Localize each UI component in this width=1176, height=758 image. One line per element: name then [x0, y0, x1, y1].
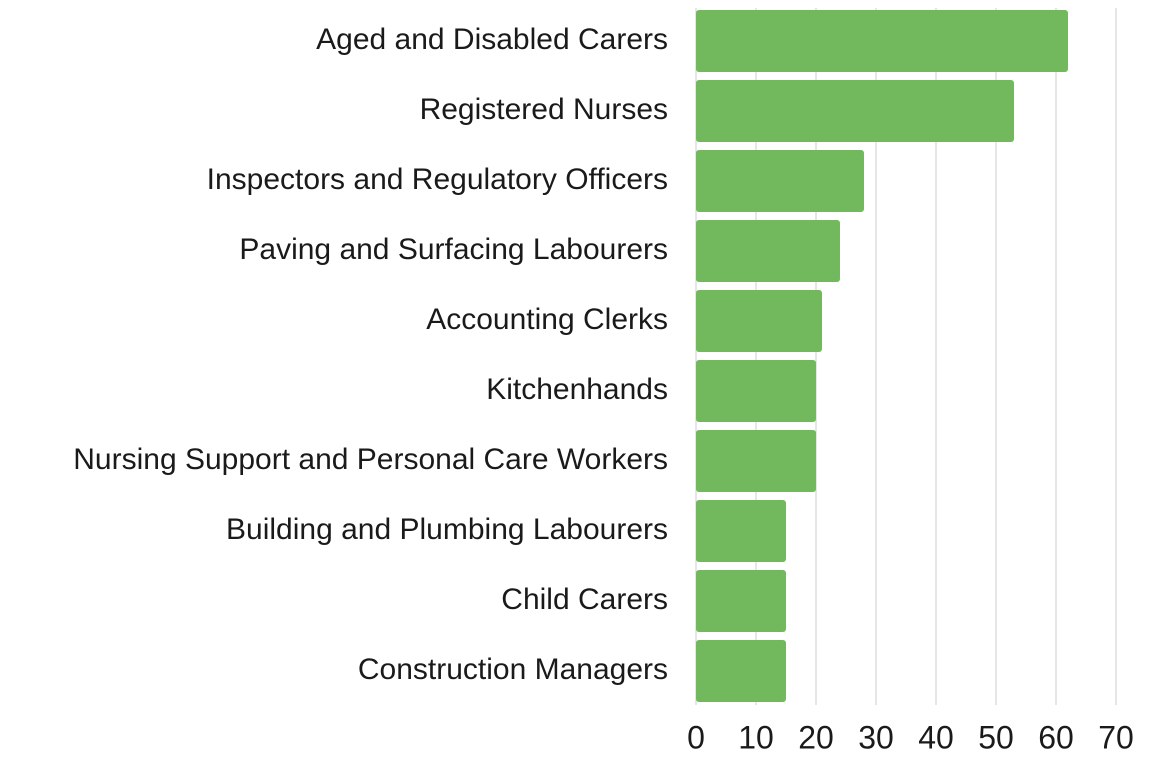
- bar: [696, 80, 1014, 142]
- x-tick-label: 70: [1098, 719, 1134, 755]
- bar: [696, 10, 1068, 72]
- y-tick-label: Accounting Clerks: [426, 303, 668, 336]
- bar: [696, 570, 786, 632]
- x-tick-label: 40: [918, 719, 954, 755]
- x-tick-label: 0: [687, 719, 705, 755]
- bar: [696, 220, 840, 282]
- x-tick-label: 30: [858, 719, 894, 755]
- x-tick-label: 50: [978, 719, 1014, 755]
- y-tick-label: Paving and Surfacing Labourers: [239, 233, 668, 266]
- x-tick-label: 10: [738, 719, 774, 755]
- x-tick-label: 60: [1038, 719, 1074, 755]
- bar: [696, 360, 816, 422]
- bar: [696, 430, 816, 492]
- y-tick-label: Kitchenhands: [486, 373, 668, 406]
- bar: [696, 150, 864, 212]
- y-tick-label: Aged and Disabled Carers: [316, 23, 668, 56]
- x-tick-label: 20: [798, 719, 834, 755]
- y-tick-label: Inspectors and Regulatory Officers: [207, 163, 668, 196]
- bar: [696, 500, 786, 562]
- bar: [696, 290, 822, 352]
- y-tick-label: Construction Managers: [358, 653, 668, 686]
- y-tick-label: Building and Plumbing Labourers: [226, 513, 668, 546]
- bar: [696, 640, 786, 702]
- y-tick-label: Child Carers: [501, 583, 668, 616]
- y-tick-label: Registered Nurses: [420, 93, 668, 126]
- y-tick-label: Nursing Support and Personal Care Worker…: [73, 443, 668, 476]
